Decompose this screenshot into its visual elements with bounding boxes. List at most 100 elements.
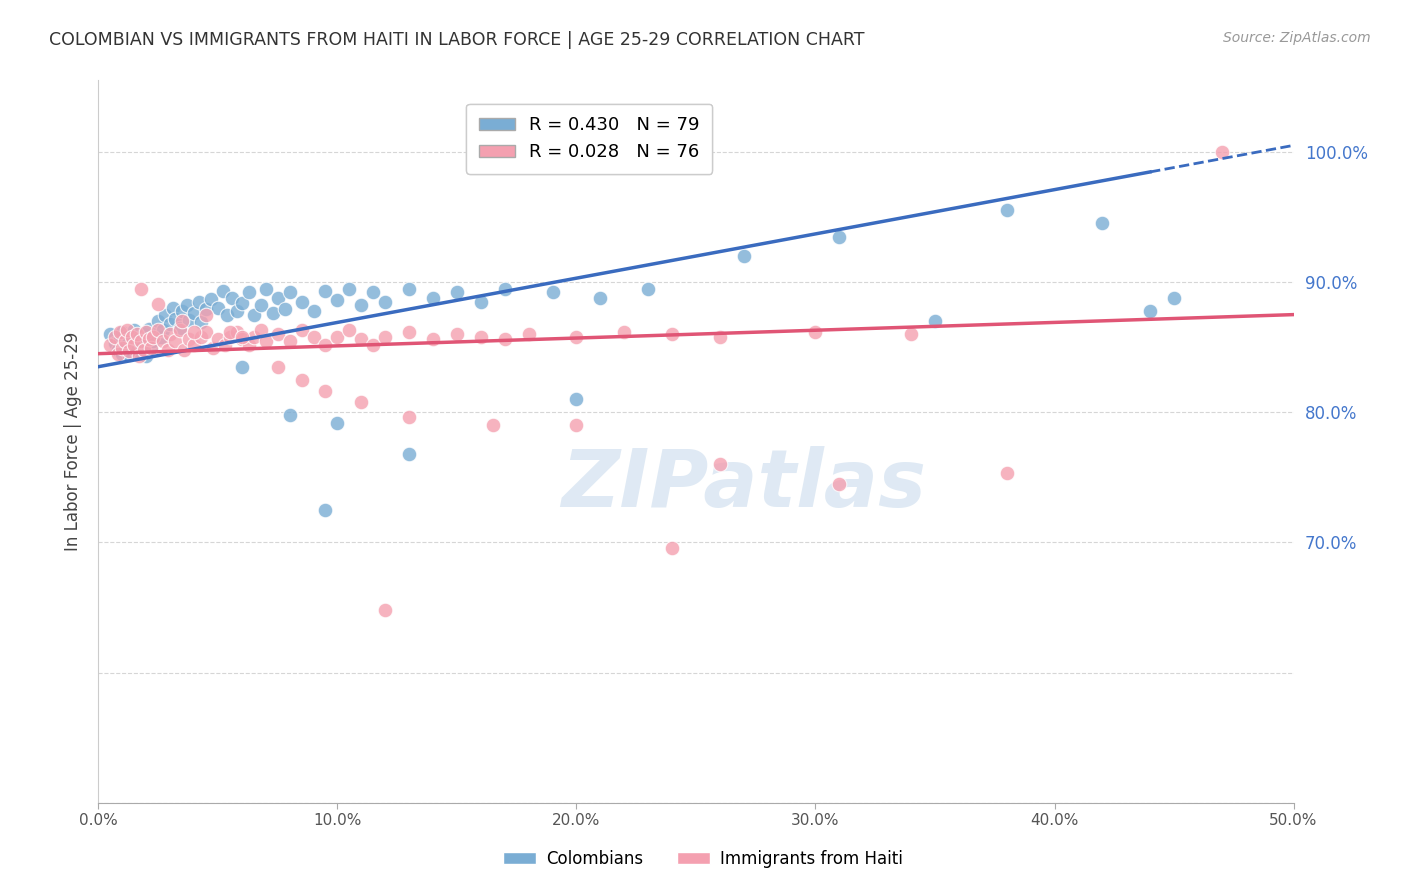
- Point: [179, 332, 201, 346]
- Point: [190, 330, 212, 344]
- Point: [517, 327, 540, 342]
- Point: [108, 332, 131, 346]
- Point: [163, 311, 186, 326]
- Point: [107, 343, 129, 357]
- Point: [995, 203, 1018, 218]
- Point: [326, 293, 349, 308]
- Point: [541, 285, 564, 300]
- Point: [278, 334, 301, 348]
- Point: [494, 282, 516, 296]
- Point: [156, 343, 179, 357]
- Point: [231, 330, 253, 344]
- Point: [148, 314, 170, 328]
- Legend: Colombians, Immigrants from Haiti: Colombians, Immigrants from Haiti: [496, 844, 910, 875]
- Point: [589, 291, 612, 305]
- Point: [613, 325, 636, 339]
- Point: [238, 285, 260, 300]
- Point: [98, 327, 122, 342]
- Point: [291, 373, 314, 387]
- Point: [121, 334, 143, 348]
- Point: [374, 330, 396, 344]
- Point: [243, 330, 266, 344]
- Point: [195, 325, 218, 339]
- Point: [125, 344, 148, 359]
- Point: [139, 342, 162, 356]
- Point: [565, 418, 588, 433]
- Point: [135, 325, 157, 339]
- Point: [709, 458, 731, 472]
- Point: [104, 330, 127, 344]
- Point: [363, 285, 385, 300]
- Point: [148, 297, 170, 311]
- Point: [278, 408, 301, 422]
- Point: [217, 308, 239, 322]
- Point: [118, 348, 141, 362]
- Point: [142, 330, 165, 344]
- Point: [291, 323, 314, 337]
- Point: [422, 291, 444, 305]
- Point: [828, 229, 851, 244]
- Point: [128, 332, 150, 346]
- Point: [243, 308, 266, 322]
- Point: [142, 334, 165, 348]
- Point: [173, 343, 195, 357]
- Point: [135, 349, 157, 363]
- Point: [128, 349, 150, 363]
- Legend: R = 0.430   N = 79, R = 0.028   N = 76: R = 0.430 N = 79, R = 0.028 N = 76: [465, 103, 713, 174]
- Point: [200, 292, 222, 306]
- Point: [169, 323, 191, 337]
- Point: [163, 334, 186, 348]
- Point: [481, 418, 505, 433]
- Point: [565, 392, 588, 407]
- Point: [138, 322, 160, 336]
- Point: [111, 346, 134, 360]
- Point: [115, 330, 138, 344]
- Point: [302, 303, 325, 318]
- Point: [176, 298, 198, 312]
- Point: [267, 291, 290, 305]
- Point: [315, 503, 337, 517]
- Point: [138, 332, 160, 346]
- Point: [1163, 291, 1185, 305]
- Point: [398, 282, 420, 296]
- Point: [274, 302, 297, 317]
- Point: [470, 330, 492, 344]
- Point: [709, 330, 731, 344]
- Point: [231, 332, 253, 346]
- Point: [238, 337, 260, 351]
- Point: [169, 320, 191, 334]
- Point: [363, 337, 385, 351]
- Point: [152, 323, 174, 337]
- Point: [121, 330, 143, 344]
- Point: [350, 332, 373, 346]
- Point: [172, 314, 194, 328]
- Point: [350, 298, 373, 312]
- Point: [828, 476, 851, 491]
- Point: [98, 337, 122, 351]
- Point: [231, 359, 253, 374]
- Point: [1091, 217, 1114, 231]
- Point: [124, 323, 146, 337]
- Point: [374, 294, 396, 309]
- Point: [207, 301, 229, 315]
- Point: [315, 337, 337, 351]
- Point: [125, 327, 148, 342]
- Point: [139, 343, 162, 357]
- Point: [124, 337, 146, 351]
- Point: [250, 298, 273, 312]
- Point: [207, 332, 229, 346]
- Point: [183, 337, 205, 351]
- Point: [131, 334, 153, 348]
- Point: [132, 343, 155, 357]
- Point: [131, 282, 153, 296]
- Point: [267, 359, 290, 374]
- Point: [446, 327, 468, 342]
- Point: [211, 284, 233, 298]
- Point: [804, 325, 827, 339]
- Point: [262, 306, 284, 320]
- Point: [114, 339, 136, 353]
- Point: [104, 336, 127, 351]
- Point: [637, 282, 659, 296]
- Point: [398, 325, 420, 339]
- Point: [135, 331, 157, 345]
